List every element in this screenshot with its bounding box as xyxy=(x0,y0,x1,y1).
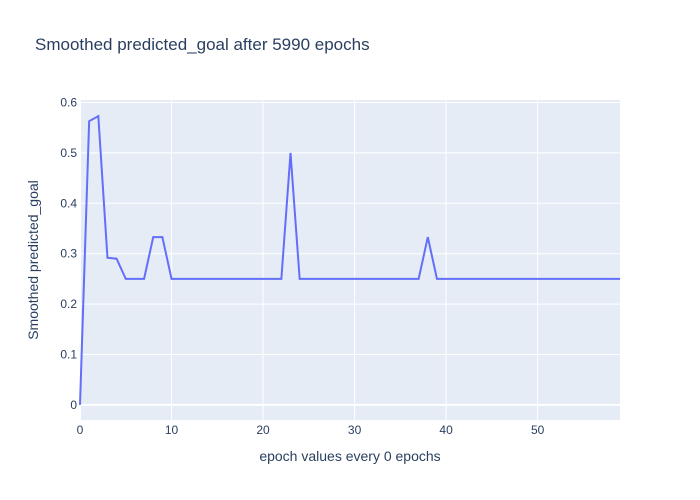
x-tick-labels: 0 10 20 30 40 50 xyxy=(77,423,545,437)
grid xyxy=(79,100,620,420)
x-tick-label: 50 xyxy=(531,423,545,437)
y-tick-label: 0.4 xyxy=(60,196,77,210)
y-tick-label: 0.3 xyxy=(60,247,77,261)
x-axis-title: epoch values every 0 epochs xyxy=(259,448,440,464)
x-tick-label: 20 xyxy=(256,423,270,437)
x-tick-label: 0 xyxy=(77,423,84,437)
plot-area xyxy=(80,100,620,420)
y-axis-title: Smoothed predicted_goal xyxy=(25,180,41,340)
x-tick-label: 10 xyxy=(165,423,179,437)
series-line xyxy=(79,114,620,405)
y-tick-label: 0.1 xyxy=(60,347,77,361)
y-tick-labels: 0 0.1 0.2 0.3 0.4 0.5 0.6 xyxy=(60,96,77,412)
chart-title: Smoothed predicted_goal after 5990 epoch… xyxy=(35,35,370,54)
y-tick-label: 0.2 xyxy=(60,297,77,311)
y-tick-label: 0.6 xyxy=(60,96,77,110)
y-tick-label: 0 xyxy=(70,398,77,412)
x-tick-label: 40 xyxy=(439,423,453,437)
y-tick-label: 0.5 xyxy=(60,146,77,160)
x-tick-label: 30 xyxy=(348,423,362,437)
